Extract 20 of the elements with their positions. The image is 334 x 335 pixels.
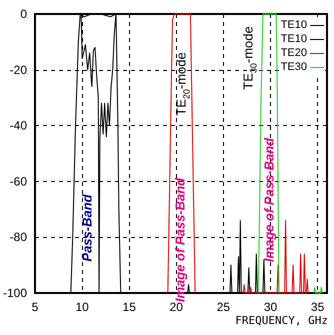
x-tick-label: 25 — [216, 300, 230, 314]
y-tick-label: -100 — [2, 286, 28, 300]
legend-label: TE10 — [280, 18, 307, 32]
legend-label: TE30 — [280, 60, 307, 74]
y-tick-label: -20 — [10, 62, 28, 77]
legend-label: TE10 — [280, 32, 307, 46]
annotation: Image of Pass-Band — [172, 178, 188, 302]
x-tick-label: 35 — [310, 300, 325, 314]
x-tick-label: 15 — [122, 300, 136, 314]
y-tick-label: -40 — [10, 118, 28, 133]
annotation: Image of Pass-Band — [262, 138, 276, 262]
y-tick-label: -80 — [10, 230, 28, 244]
y-tick-label: 0 — [20, 7, 28, 21]
x-axis-title: FREQUENCY, GHz — [235, 314, 328, 327]
y-tick-label: -60 — [10, 174, 28, 188]
annotation: Pass-Band — [80, 194, 94, 262]
legend-label: TE20 — [280, 46, 307, 60]
x-tick-label: 10 — [75, 300, 90, 314]
x-tick-label: 30 — [264, 300, 278, 314]
x-tick-label: 5 — [32, 300, 39, 314]
